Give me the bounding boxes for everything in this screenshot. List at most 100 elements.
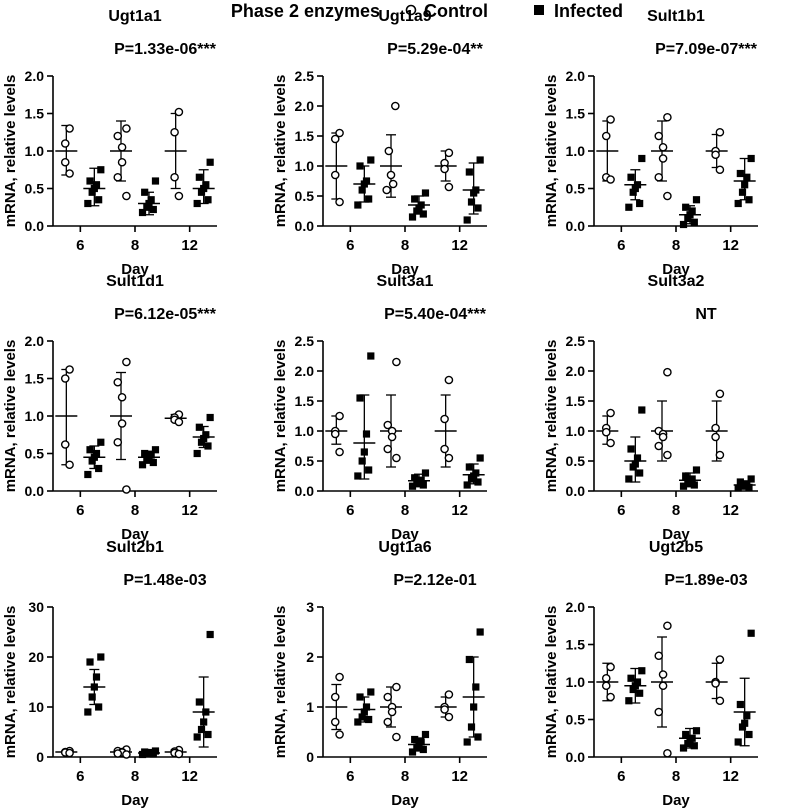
data-point-infected [474,204,482,212]
data-point-control [335,128,344,138]
series-infected [624,406,756,492]
data-point-infected [738,482,747,490]
data-point-control [715,389,725,399]
data-point-infected [86,658,94,666]
data-point-control [383,692,393,702]
y-tick-label: 1.0 [566,143,586,159]
data-point-infected [358,713,366,721]
data-point-infected [465,655,473,664]
data-point-control [335,672,344,682]
data-point-infected [470,189,478,197]
data-point-infected [365,466,373,474]
data-point-control [60,374,70,383]
data-point-control [663,191,672,201]
data-point-control [711,679,720,688]
data-point-infected [633,678,642,686]
data-point-infected [358,457,366,465]
data-point-infected [688,734,696,742]
panel-title: Ugt1a1 [108,8,161,25]
y-tick-label: 0.0 [295,218,315,234]
series-control [325,672,457,742]
data-point-control [383,444,393,454]
data-point-control [65,365,74,374]
series-control [55,107,187,201]
data-point-control [601,427,611,437]
data-point-infected [354,472,362,480]
data-point-control [658,432,668,442]
data-point-infected [193,449,201,458]
data-point-infected [362,430,371,438]
panel-title: Sult1b1 [647,8,705,25]
data-point-infected [411,195,419,203]
x-tick-label: 12 [451,237,468,254]
panel-sult1d1: Sult1d1 P=6.12e-05*** 0.0 0.5 1.0 1.5 2.0 6 8 12 D… [2,273,217,543]
data-point-infected [745,196,753,204]
data-point-infected [474,478,482,486]
data-point-infected [358,186,366,194]
y-axis-label: mRNA, relative levels [272,340,289,493]
y-tick-label: 1.0 [566,423,586,439]
series-control [325,101,457,207]
p-value-label: P=1.48e-03 [123,572,206,589]
data-point-control [330,170,340,180]
data-point-infected [467,198,476,206]
data-point-infected [138,750,147,759]
data-point-infected [467,475,476,483]
data-point-control [65,460,74,470]
data-point-infected [474,733,482,741]
data-point-infected [692,727,701,735]
data-point-control [174,107,184,117]
x-tick-label: 12 [181,502,198,519]
legend-title: Phase 2 enzymes [231,1,380,21]
y-tick-label: 0.0 [566,218,586,234]
x-tick-label: 12 [722,237,739,254]
data-point-control [606,662,615,672]
data-point-infected [629,685,637,694]
data-point-infected [747,154,755,163]
data-point-infected [92,673,101,681]
data-point-infected [734,738,742,746]
data-point-infected [467,723,476,731]
y-tick-label: 2.0 [295,363,315,379]
data-point-infected [145,199,153,208]
data-point-infected [738,188,747,196]
data-point-infected [413,207,421,215]
data-point-infected [421,189,430,197]
y-tick-label: 0.0 [566,749,586,765]
data-point-infected [95,464,103,473]
data-point-infected [682,730,690,739]
x-axis-label: Day [121,526,149,543]
panel-title: Sult1d1 [106,273,164,290]
y-tick-label: 2 [306,649,314,665]
data-point-infected [149,458,157,467]
data-point-infected [362,703,371,711]
data-point-control [606,408,615,418]
x-tick-label: 6 [617,502,625,519]
p-value-label: P=1.89e-03 [664,572,747,589]
data-point-infected [97,438,105,446]
data-point-infected [636,469,644,477]
data-point-control [601,131,611,141]
data-point-infected [149,205,157,214]
y-tick-label: 0.5 [566,712,586,728]
p-value-label: P=6.12e-05*** [114,306,217,323]
data-point-control [440,444,449,454]
data-point-infected [734,199,742,208]
data-point-infected [151,177,160,185]
data-point-infected [151,446,160,454]
y-tick-label: 0.5 [295,188,315,204]
y-tick-label: 0.0 [25,218,45,234]
x-tick-label: 8 [131,768,139,785]
data-point-control [170,172,179,182]
data-point-control [444,182,454,192]
data-point-infected [86,177,94,185]
data-point-control [60,157,70,167]
data-point-infected [636,199,644,208]
y-tick-label: 1.5 [566,106,586,122]
data-point-control [122,485,131,494]
y-tick-label: 1.5 [295,393,315,409]
x-axis-label: Day [391,792,419,809]
y-tick-label: 2.0 [25,333,45,349]
x-tick-label: 12 [451,768,468,785]
data-point-infected [204,730,212,739]
